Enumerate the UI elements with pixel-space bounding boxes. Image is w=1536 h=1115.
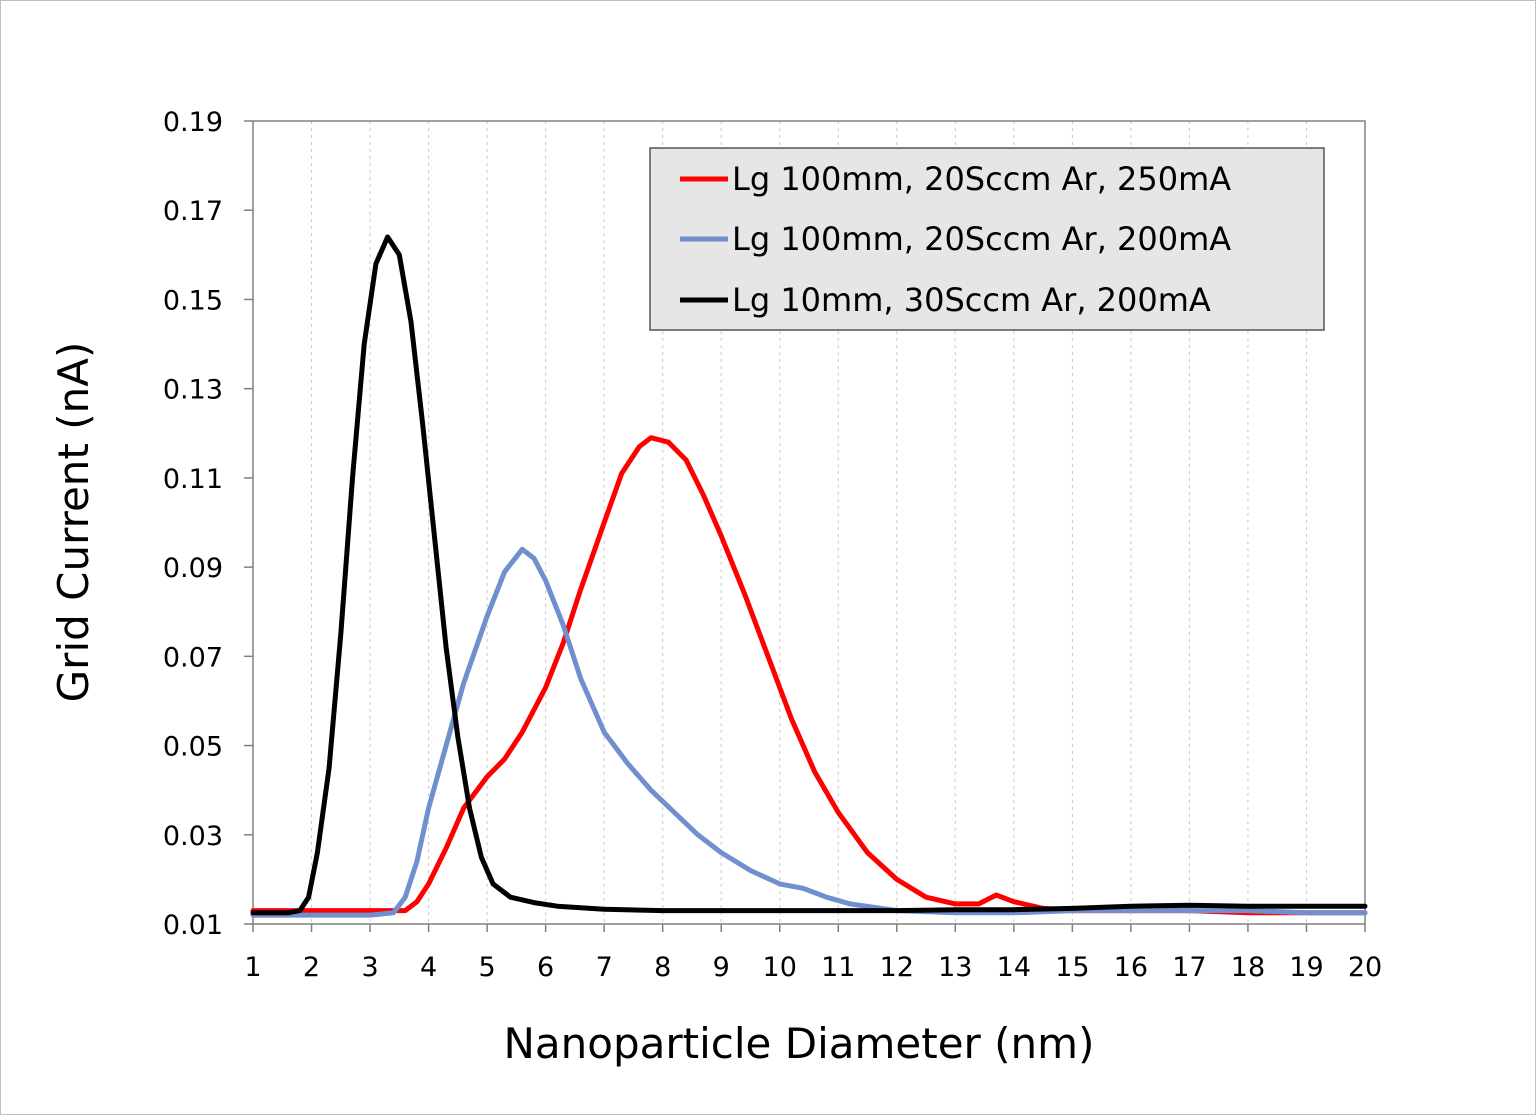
x-tick-label-10: 10 [763,952,797,983]
y-tick-label-0.03: 0.03 [163,821,223,852]
y-tick-label-0.07: 0.07 [163,642,223,673]
x-tick-label-17: 17 [1172,952,1206,983]
y-tick-label-0.13: 0.13 [163,375,223,406]
x-tick-label-20: 20 [1348,952,1382,983]
x-tick-label-11: 11 [821,952,855,983]
x-tick-label-15: 15 [1055,952,1089,983]
x-tick-label-19: 19 [1289,952,1323,983]
legend: Lg 100mm, 20Sccm Ar, 250mA Lg 100mm, 20S… [649,147,1325,331]
x-tick-label-18: 18 [1231,952,1265,983]
series-line-0 [250,435,1368,916]
series-lines [250,234,1368,918]
legend-label-200ma: Lg 100mm, 20Sccm Ar, 200mA [732,220,1231,258]
x-tick-label-16: 16 [1114,952,1148,983]
series-line-2 [250,234,1368,916]
y-tick-label-0.01: 0.01 [163,910,223,941]
series-line-1 [250,546,1368,918]
x-tick-label-6: 6 [537,952,554,983]
x-tick-label-5: 5 [479,952,496,983]
x-tick-label-2: 2 [303,952,320,983]
y-tick-label-0.09: 0.09 [163,553,223,584]
x-tick-label-9: 9 [713,952,730,983]
y-axis-title: Grid Current (nA) [49,342,98,703]
plot-area [252,120,1366,925]
y-tick-label-0.11: 0.11 [163,464,223,495]
x-tick-label-7: 7 [596,952,613,983]
x-tick-label-1: 1 [244,952,261,983]
y-tick-label-0.15: 0.15 [163,285,223,316]
x-tick-label-12: 12 [880,952,914,983]
x-tick-label-13: 13 [938,952,972,983]
x-tick-label-4: 4 [420,952,437,983]
y-tick-label-0.17: 0.17 [163,196,223,227]
y-tick-label-0.05: 0.05 [163,732,223,763]
x-axis-title: Nanoparticle Diameter (nm) [504,1019,1095,1068]
axis-ticks: 1 2 3 4 5 6 7 8 9 10 11 12 13 14 15 16 17 18 19 200.010.030… [163,107,1382,983]
x-tick-label-8: 8 [654,952,671,983]
x-tick-label-3: 3 [361,952,378,983]
legend-box [649,147,1325,331]
legend-label-250ma: Lg 100mm, 20Sccm Ar, 250mA [732,160,1231,198]
legend-label-10mm: Lg 10mm, 30Sccm Ar, 200mA [732,281,1211,319]
y-tick-label-0.19: 0.19 [163,107,223,138]
x-tick-label-14: 14 [997,952,1031,983]
